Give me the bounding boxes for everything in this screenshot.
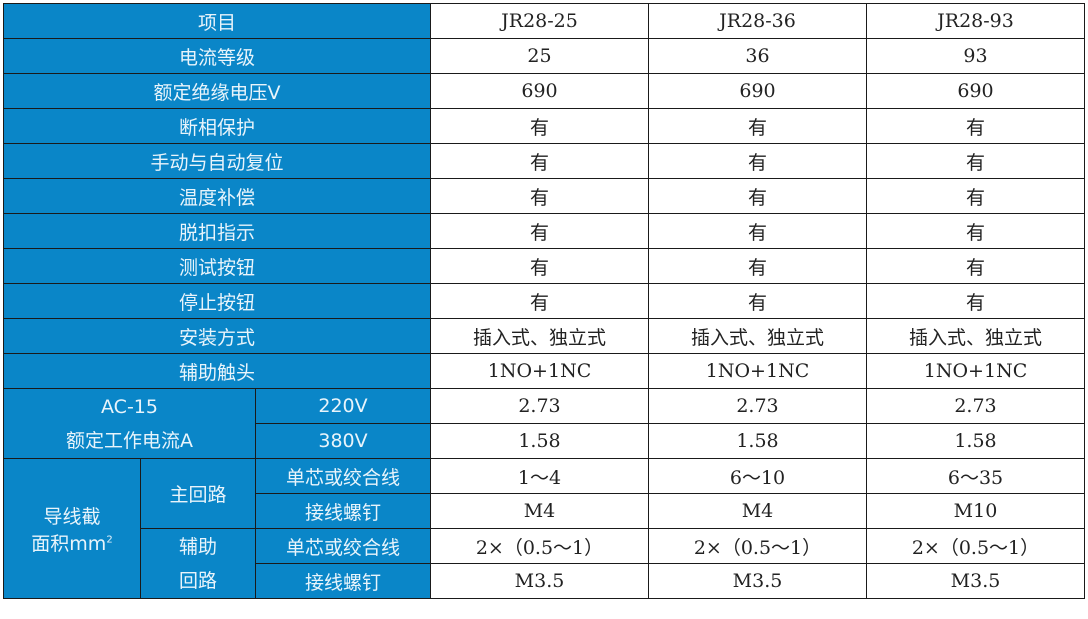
row-label: 单芯或绞合线 — [255, 528, 431, 564]
wire-label-sup: 2 — [106, 534, 113, 546]
value-cell: 2.73 — [866, 388, 1085, 424]
aux-circuit-label: 辅助 回路 — [140, 528, 256, 599]
model-header: JR28-93 — [866, 3, 1085, 39]
aux-label-line2: 回路 — [178, 569, 217, 592]
model-header: JR28-25 — [430, 3, 649, 39]
ac15-label-line1: AC-15 — [101, 395, 158, 418]
value-cell: 2×（0.5～1） — [866, 528, 1085, 564]
table-row: AC-15 额定工作电流A 220V 2.73 2.73 2.73 — [3, 388, 1085, 459]
header-row: 项目 JR28-25 JR28-36 JR28-93 — [3, 3, 1085, 39]
value-cell: 1.58 — [648, 423, 867, 459]
value-cell: 690 — [648, 73, 867, 109]
table-row: 辅助 回路 单芯或绞合线 2×（0.5～1） 2×（0.5～1） 2×（0.5～1） — [4, 528, 1085, 599]
table-row: 380V 1.58 1.58 1.58 — [4, 423, 1085, 459]
table-row: 停止按钮有有有 — [3, 283, 1085, 319]
table-row: 额定绝缘电压V 690 690 690 — [3, 73, 1085, 109]
value-cell: 1NO+1NC — [866, 353, 1085, 389]
ac15-label-line2: 额定工作电流A — [66, 429, 193, 452]
value-cell: M3.5 — [866, 563, 1085, 599]
row-label: 辅助触头 — [3, 353, 431, 389]
value-cell: M3.5 — [430, 563, 649, 599]
row-label: 测试按钮 — [3, 248, 431, 284]
row-label: 单芯或绞合线 — [255, 458, 431, 494]
main-circuit-label: 主回路 — [140, 458, 256, 529]
row-label: 接线螺钉 — [255, 563, 431, 599]
value-cell: M4 — [430, 493, 649, 529]
row-label: 温度补偿 — [3, 178, 431, 214]
value-cell: 有 — [648, 108, 867, 144]
value-cell: M4 — [648, 493, 867, 529]
value-cell: 1～4 — [430, 458, 649, 494]
table-row: 安装方式 插入式、独立式 插入式、独立式 插入式、独立式 — [3, 318, 1085, 354]
value-cell: 有 — [866, 283, 1085, 319]
value-cell: 1.58 — [430, 423, 649, 459]
wire-label: 导线截面积mm2 — [3, 458, 141, 599]
value-cell: 2×（0.5～1） — [430, 528, 649, 564]
value-cell: 25 — [430, 38, 649, 74]
wire-label-line2: 面积mm — [31, 532, 107, 555]
value-cell: M10 — [866, 493, 1085, 529]
value-cell: 有 — [866, 178, 1085, 214]
model-header: JR28-36 — [648, 3, 867, 39]
value-cell: 1NO+1NC — [648, 353, 867, 389]
table-row: 接线螺钉 M3.5 M3.5 M3.5 — [4, 563, 1085, 599]
row-label: 安装方式 — [3, 318, 431, 354]
value-cell: M3.5 — [648, 563, 867, 599]
value-cell: 有 — [866, 143, 1085, 179]
table-row: 测试按钮有有有 — [3, 248, 1085, 284]
aux-label-line1: 辅助 — [178, 535, 217, 558]
value-cell: 有 — [648, 213, 867, 249]
value-cell: 有 — [648, 178, 867, 214]
wire-label-line1: 导线截 — [43, 505, 101, 528]
row-label: 断相保护 — [3, 108, 431, 144]
value-cell: 93 — [866, 38, 1085, 74]
value-cell: 有 — [648, 283, 867, 319]
row-label: 脱扣指示 — [3, 213, 431, 249]
value-cell: 1.58 — [866, 423, 1085, 459]
value-cell: 插入式、独立式 — [430, 318, 649, 354]
row-label: 手动与自动复位 — [3, 143, 431, 179]
row-label: 接线螺钉 — [255, 493, 431, 529]
value-cell: 有 — [430, 283, 649, 319]
row-label: 额定绝缘电压V — [3, 73, 431, 109]
value-cell: 有 — [648, 248, 867, 284]
table-row: 脱扣指示有有有 — [3, 213, 1085, 249]
value-cell: 有 — [866, 248, 1085, 284]
value-cell: 6～10 — [648, 458, 867, 494]
value-cell: 有 — [430, 108, 649, 144]
value-cell: 690 — [866, 73, 1085, 109]
row-label: 220V — [255, 388, 431, 424]
value-cell: 690 — [430, 73, 649, 109]
value-cell: 2.73 — [648, 388, 867, 424]
value-cell: 有 — [430, 213, 649, 249]
table-row: 接线螺钉 M4 M4 M10 — [4, 493, 1085, 529]
value-cell: 1NO+1NC — [430, 353, 649, 389]
value-cell: 2.73 — [430, 388, 649, 424]
table-row: 导线截 面积mm2 主回路 单芯或绞合线 1～4 6～10 6～35 — [3, 458, 1085, 599]
table-row: 断相保护有有有 — [3, 108, 1085, 144]
header-label: 项目 — [3, 3, 431, 39]
table-row: 温度补偿有有有 — [3, 178, 1085, 214]
table-row: 手动与自动复位有有有 — [3, 143, 1085, 179]
value-cell: 有 — [430, 143, 649, 179]
value-cell: 有 — [430, 178, 649, 214]
value-cell: 有 — [430, 248, 649, 284]
table-row: 辅助触头 1NO+1NC 1NO+1NC 1NO+1NC — [3, 353, 1085, 389]
value-cell: 有 — [866, 213, 1085, 249]
row-label: 停止按钮 — [3, 283, 431, 319]
value-cell: 6～35 — [866, 458, 1085, 494]
ac15-label: AC-15 额定工作电流A — [3, 388, 256, 459]
value-cell: 插入式、独立式 — [866, 318, 1085, 354]
spec-table: 项目 JR28-25 JR28-36 JR28-93 电流等级 25 36 93 额定绝… — [3, 3, 1085, 599]
row-label: 380V — [255, 423, 431, 459]
value-cell: 2×（0.5～1） — [648, 528, 867, 564]
value-cell: 36 — [648, 38, 867, 74]
value-cell: 插入式、独立式 — [648, 318, 867, 354]
row-label: 电流等级 — [3, 38, 431, 74]
table-row: 电流等级 25 36 93 — [3, 38, 1085, 74]
value-cell: 有 — [648, 143, 867, 179]
value-cell: 有 — [866, 108, 1085, 144]
